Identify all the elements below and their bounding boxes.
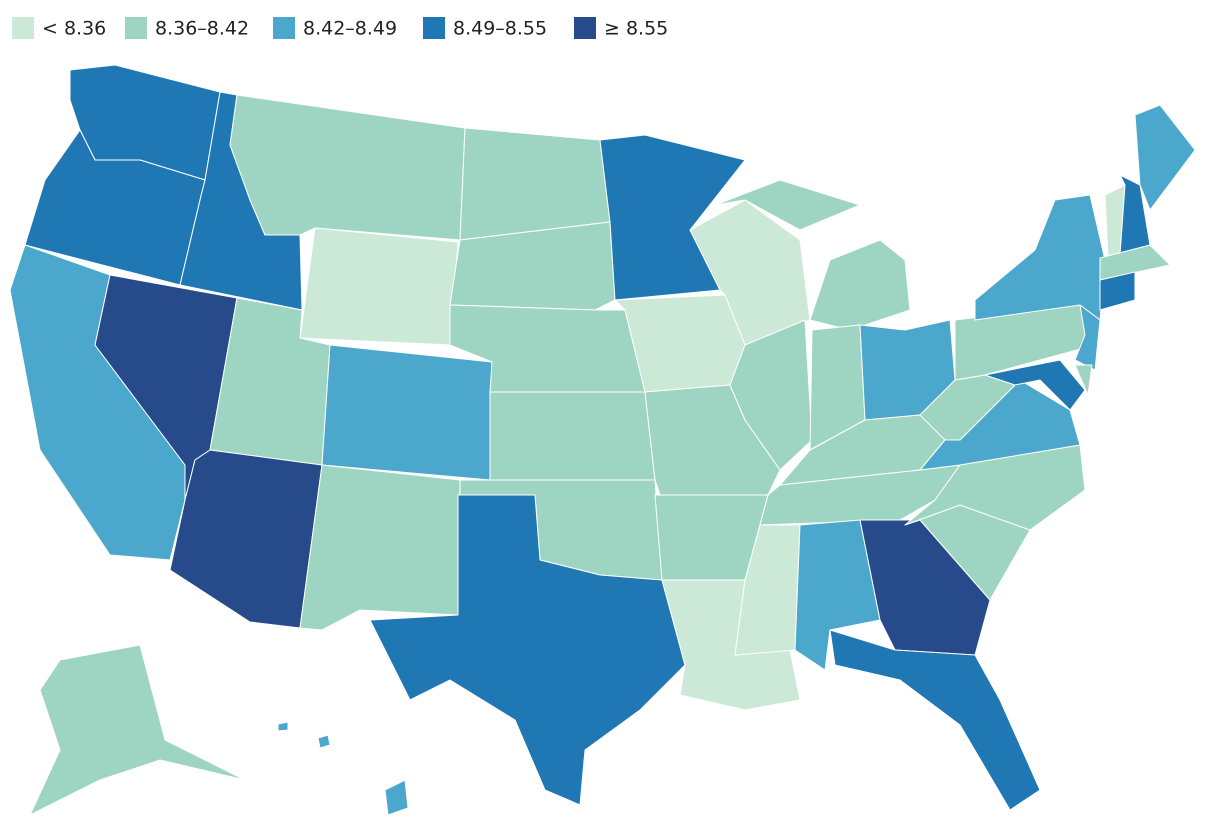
state-shape bbox=[29, 644, 246, 816]
state-shape bbox=[729, 319, 813, 471]
state-shape bbox=[169, 449, 323, 629]
state bbox=[1099, 271, 1136, 311]
state-shape bbox=[299, 464, 461, 631]
state-shape bbox=[321, 344, 493, 481]
state-shape bbox=[459, 127, 611, 241]
state bbox=[299, 464, 461, 631]
state-shape bbox=[299, 227, 459, 346]
state-shape bbox=[984, 359, 1086, 411]
state-shape bbox=[317, 734, 331, 749]
state bbox=[714, 179, 911, 331]
state bbox=[449, 221, 616, 311]
state bbox=[277, 721, 409, 816]
state-shape bbox=[829, 629, 1041, 811]
state-shape bbox=[734, 524, 801, 656]
state-shape bbox=[1074, 364, 1093, 396]
state bbox=[321, 344, 493, 481]
state bbox=[984, 359, 1086, 411]
legend-label: < 8.36 bbox=[42, 18, 106, 40]
state bbox=[829, 629, 1041, 811]
state bbox=[229, 94, 466, 241]
state-shape bbox=[1099, 244, 1171, 281]
state bbox=[729, 319, 813, 471]
state bbox=[169, 449, 323, 629]
state-shape bbox=[369, 494, 686, 806]
state bbox=[734, 524, 801, 656]
legend-label: 8.42–8.49 bbox=[303, 18, 397, 40]
legend-label: 8.36–8.42 bbox=[155, 18, 249, 40]
state-shape bbox=[809, 239, 911, 331]
state bbox=[489, 391, 656, 481]
state-shape bbox=[714, 179, 861, 231]
state bbox=[369, 494, 686, 806]
state bbox=[299, 227, 459, 346]
legend-label: ≥ 8.55 bbox=[604, 18, 668, 40]
state bbox=[974, 194, 1106, 321]
state-shape bbox=[229, 94, 466, 241]
state-shape bbox=[974, 194, 1106, 321]
legend-swatch bbox=[423, 17, 445, 39]
state bbox=[29, 644, 246, 816]
state-shape bbox=[489, 391, 656, 481]
state bbox=[1074, 364, 1093, 396]
state-shape bbox=[384, 779, 409, 816]
legend-swatch bbox=[273, 17, 295, 39]
legend-swatch bbox=[574, 17, 596, 39]
legend-swatch bbox=[125, 17, 147, 39]
state-shape bbox=[277, 721, 289, 732]
state bbox=[1134, 104, 1196, 211]
state-shape bbox=[1099, 271, 1136, 311]
legend-label: 8.49–8.55 bbox=[453, 18, 547, 40]
state-shape bbox=[1134, 104, 1196, 211]
state bbox=[459, 127, 611, 241]
state bbox=[1099, 244, 1171, 281]
legend-swatch bbox=[12, 17, 34, 39]
state-shape bbox=[449, 221, 616, 311]
